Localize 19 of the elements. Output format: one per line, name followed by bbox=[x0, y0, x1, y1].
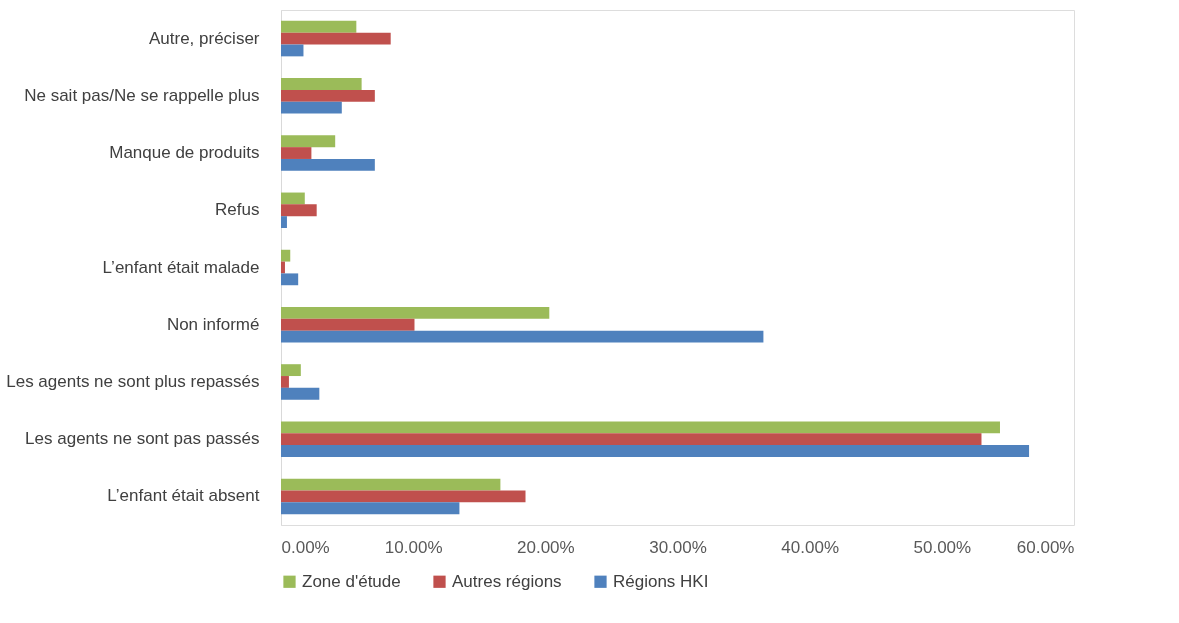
y-tick-label: L’enfant était malade bbox=[102, 257, 260, 277]
y-tick-label: Non informé bbox=[166, 314, 260, 334]
y-tick-label: Refus bbox=[215, 200, 260, 220]
legend-label: Régions HKI bbox=[613, 571, 709, 591]
y-tick-label: Autre, préciser bbox=[148, 28, 260, 48]
x-tick-label: 60.00% bbox=[1016, 537, 1075, 557]
y-tick-label: Ne sait pas/Ne se rappelle plus bbox=[24, 85, 260, 105]
x-tick-label: 30.00% bbox=[649, 537, 707, 557]
x-tick-label: 10.00% bbox=[384, 537, 443, 557]
x-tick-label: 50.00% bbox=[913, 537, 972, 557]
y-tick-label: Les agents ne sont pas passés bbox=[25, 429, 260, 449]
legend-label: Zone d'étude bbox=[302, 571, 401, 591]
y-tick-label: L’enfant était absent bbox=[107, 486, 260, 506]
y-tick-label: Manque de produits bbox=[109, 143, 260, 163]
x-tick-label: 0.00% bbox=[281, 537, 330, 557]
legend-label: Autres régions bbox=[452, 571, 562, 591]
x-tick-label: 20.00% bbox=[517, 537, 575, 557]
x-tick-label: 40.00% bbox=[781, 537, 839, 557]
y-tick-label: Les agents ne sont plus repassés bbox=[6, 371, 260, 391]
